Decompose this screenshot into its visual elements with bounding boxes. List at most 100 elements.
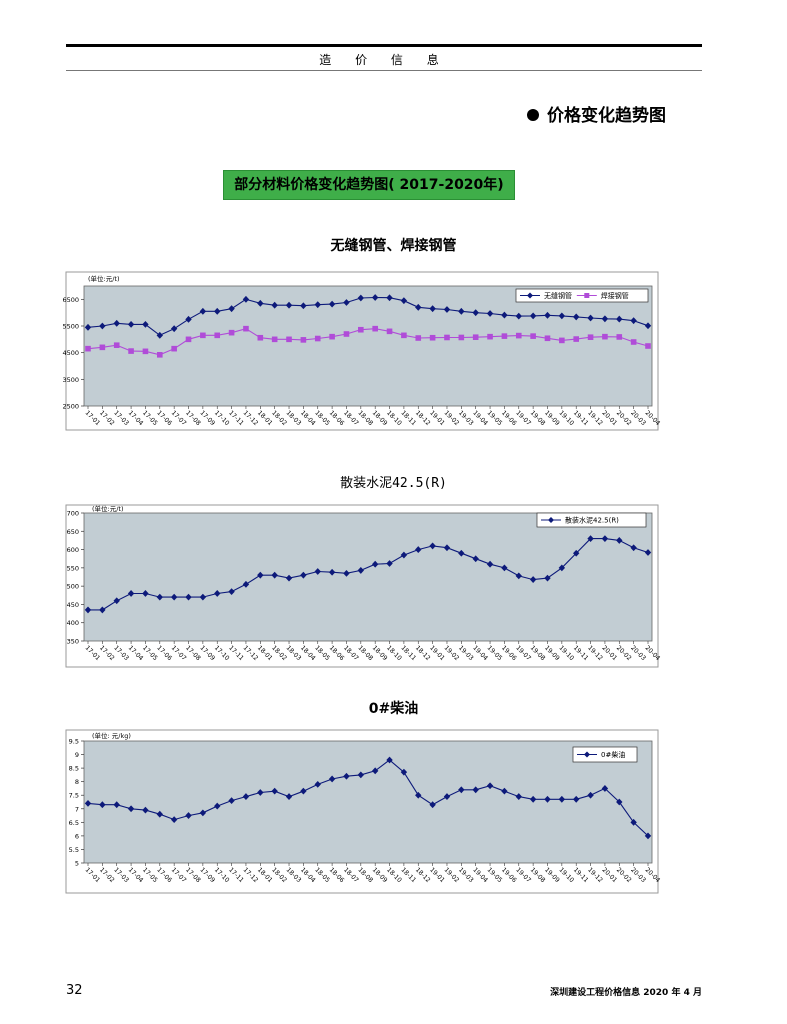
chart-banner: 部分材料价格变化趋势图( 2017-2020年) (223, 170, 515, 200)
data-point (113, 342, 120, 348)
data-point (515, 793, 522, 800)
data-point (401, 332, 407, 339)
data-point (271, 301, 278, 309)
data-point (400, 768, 408, 776)
data-point (271, 336, 278, 343)
data-point (429, 542, 436, 550)
data-point (587, 791, 594, 799)
data-point (616, 537, 623, 544)
data-point (573, 795, 580, 803)
data-point (371, 560, 379, 568)
data-point (515, 312, 522, 320)
data-point (113, 319, 120, 327)
y-tick-label: 500 (67, 583, 79, 591)
data-point (257, 299, 264, 307)
data-point (601, 315, 609, 323)
data-point (558, 312, 566, 320)
series-line (87, 759, 649, 837)
data-point (544, 311, 551, 319)
data-point (630, 544, 637, 552)
data-point (501, 564, 508, 572)
data-point (444, 334, 450, 341)
data-point (501, 311, 508, 319)
data-point (644, 322, 652, 330)
data-point (228, 305, 235, 313)
data-point (472, 555, 479, 563)
data-point (185, 315, 192, 323)
data-point (113, 801, 120, 809)
data-point (127, 321, 135, 328)
y-tick-label: 8 (75, 778, 79, 786)
y-tick-label: 9 (75, 751, 79, 759)
data-point (285, 574, 293, 582)
data-point (616, 315, 623, 323)
data-point (587, 535, 594, 542)
data-point (371, 294, 379, 301)
data-point (529, 312, 537, 320)
chart-title-steel: 无缝钢管、焊接钢管 (330, 238, 457, 254)
data-point (530, 333, 536, 339)
data-point (644, 832, 652, 840)
data-point (573, 549, 580, 557)
data-point (630, 818, 637, 826)
data-point (544, 335, 551, 342)
data-point (300, 337, 307, 343)
series-line (87, 296, 649, 336)
legend-label: 0#柴油 (601, 750, 625, 759)
data-point (486, 560, 494, 568)
legend-marker (527, 292, 533, 299)
y-tick-label: 550 (67, 564, 79, 572)
data-point (271, 571, 278, 579)
legend-marker (584, 751, 590, 758)
data-point (142, 321, 149, 328)
header-underline (66, 70, 702, 71)
data-point (415, 335, 422, 341)
data-point (357, 294, 365, 302)
y-tick-label: 7 (75, 805, 79, 813)
data-point (458, 786, 465, 794)
y-tick-label: 6500 (62, 296, 79, 304)
data-point (99, 344, 106, 351)
data-point (242, 295, 250, 303)
data-point (472, 309, 479, 317)
data-point (156, 593, 163, 601)
data-point (314, 301, 321, 309)
data-point (142, 806, 149, 814)
data-point (185, 336, 192, 343)
data-point (458, 334, 465, 341)
data-point (185, 593, 192, 601)
data-point (558, 564, 566, 572)
data-point (99, 606, 106, 614)
data-point (314, 568, 321, 575)
data-point (84, 606, 92, 614)
data-point (170, 325, 178, 333)
y-tick-label: 5 (75, 860, 79, 868)
data-point (329, 333, 335, 340)
data-point (501, 333, 508, 339)
data-point (400, 551, 408, 559)
data-point (127, 590, 135, 597)
data-point (242, 580, 250, 588)
data-point (257, 571, 264, 579)
data-point (587, 334, 594, 340)
data-point (644, 549, 652, 556)
data-point (415, 303, 422, 311)
data-point (214, 307, 221, 315)
data-point (199, 593, 207, 601)
data-point (386, 756, 393, 764)
data-point (371, 767, 379, 775)
data-point (99, 801, 106, 809)
data-point (84, 323, 92, 331)
publication-info: 深圳建设工程价格信息 2020 年 4 月 (550, 988, 702, 998)
y-tick-label: 600 (67, 546, 79, 554)
data-point (601, 535, 609, 542)
data-point (357, 771, 365, 779)
data-point (443, 793, 451, 800)
data-point (486, 310, 494, 317)
data-point (113, 597, 120, 605)
data-point (156, 810, 163, 818)
data-point (300, 302, 307, 310)
legend-label: 焊接钢管 (601, 291, 629, 300)
data-point (357, 567, 365, 574)
